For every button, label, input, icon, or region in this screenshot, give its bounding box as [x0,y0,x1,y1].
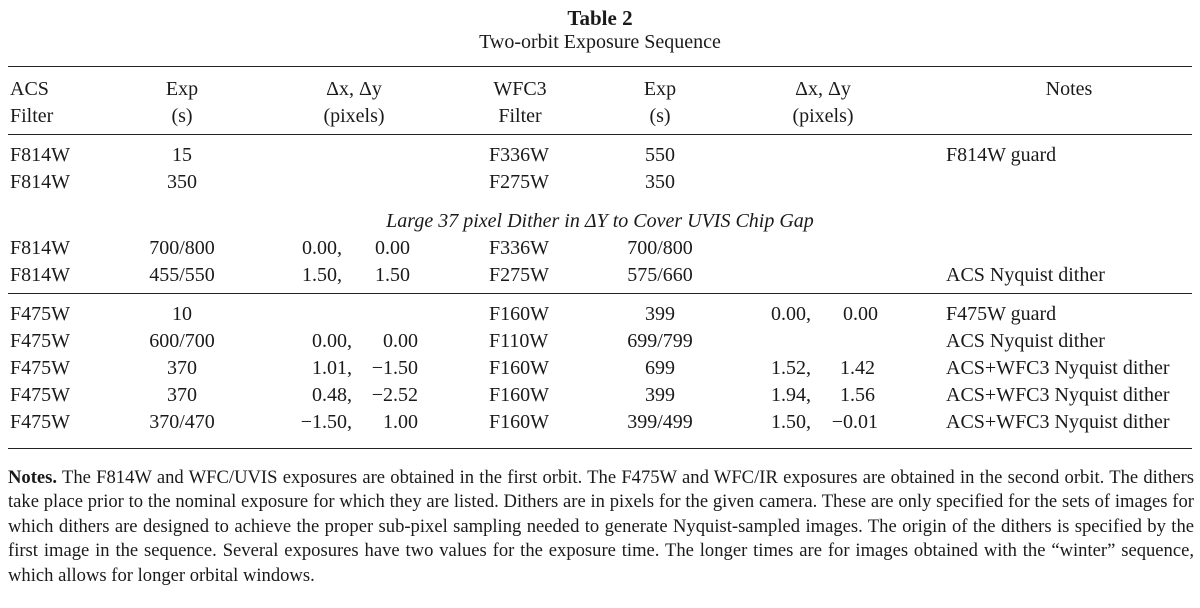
cell-wfc3-dy: 1.42 [840,357,875,379]
cell-acs-exp: 15 [172,144,192,166]
header-wfc3-exp: Exp [643,78,677,100]
cell-wfc3-dy: 1.56 [840,384,875,406]
cell-acs-dy: 0.00 [375,237,410,259]
header-wfc3-exp-unit: (s) [649,105,671,127]
cell-acs-filter: F814W [10,237,70,259]
cell-acs-dy: −2.52 [371,384,418,406]
cell-wfc3-filter: F160W [489,357,549,379]
cell-wfc3-exp: 399/499 [627,411,693,433]
cell-acs-exp: 370 [167,384,197,406]
bottom-rule [8,448,1192,449]
cell-acs-dx: 0.00, [312,330,352,352]
cell-wfc3-filter: F160W [489,384,549,406]
header-acs-exp: Exp [165,78,199,100]
cell-acs-exp: 370/470 [149,411,215,433]
cell-acs-filter: F475W [10,357,70,379]
cell-acs-filter: F814W [10,171,70,193]
cell-acs-exp: 350 [167,171,197,193]
cell-acs-dx: 1.01, [312,357,352,379]
cell-wfc3-dx: 1.52, [771,357,811,379]
cell-acs-exp: 455/550 [149,264,215,286]
cell-acs-dx: −1.50, [300,411,352,433]
cell-acs-dy: 1.00 [383,411,418,433]
header-wfc3-filter: WFC3 [493,78,547,100]
table-row: F475W 370 0.48, −2.52 F160W 399 1.94, 1.… [0,382,1200,408]
cell-note: ACS Nyquist dither [946,264,1105,286]
cell-note: ACS+WFC3 Nyquist dither [946,411,1170,433]
table-title-block: Table 2 Two-orbit Exposure Sequence [0,6,1200,54]
cell-wfc3-filter: F160W [489,411,549,433]
cell-note: ACS Nyquist dither [946,330,1105,352]
cell-wfc3-dy: 0.00 [843,303,878,325]
cell-note: ACS+WFC3 Nyquist dither [946,357,1170,379]
header-wfc3-filter-2: Filter [498,105,542,127]
cell-wfc3-filter: F275W [489,171,549,193]
cell-acs-exp: 370 [167,357,197,379]
cell-wfc3-filter: F110W [489,330,549,352]
cell-wfc3-filter: F336W [489,237,549,259]
table-row: F475W 600/700 0.00, 0.00 F110W 699/799 A… [0,328,1200,354]
table-row: F475W 370 1.01, −1.50 F160W 699 1.52, 1.… [0,355,1200,381]
cell-note: F475W guard [946,303,1057,325]
table-number: Table 2 [567,6,633,30]
cell-wfc3-filter: F160W [489,303,549,325]
cell-acs-dx: 1.50, [302,264,342,286]
section-label: Large 37 pixel Dither in ΔY to Cover UVI… [386,210,814,232]
cell-wfc3-exp: 699 [645,357,675,379]
cell-wfc3-exp: 399 [645,384,675,406]
cell-note: ACS+WFC3 Nyquist dither [946,384,1170,406]
cell-acs-filter: F814W [10,264,70,286]
table-caption: Two-orbit Exposure Sequence [479,31,721,53]
cell-acs-dy: −1.50 [371,357,418,379]
group-rule [8,293,1192,294]
cell-acs-exp: 700/800 [149,237,215,259]
cell-wfc3-exp: 699/799 [627,330,693,352]
table-row: F814W 15 F336W 550 F814W guard [0,142,1200,168]
cell-acs-filter: F475W [10,303,70,325]
notes-text: The F814W and WFC/UVIS exposures are obt… [8,467,1194,586]
header-notes: Notes [1045,78,1093,100]
table-row: F814W 455/550 1.50, 1.50 F275W 575/660 A… [0,262,1200,288]
cell-wfc3-dx: 1.50, [771,411,811,433]
table-row: F475W 370/470 −1.50, 1.00 F160W 399/499 … [0,409,1200,435]
cell-acs-dy: 1.50 [375,264,410,286]
cell-wfc3-exp: 700/800 [627,237,693,259]
header-wfc3-dither: Δx, Δy [795,78,851,100]
table-notes: Notes. The F814W and WFC/UVIS exposures … [8,466,1194,588]
cell-wfc3-exp: 575/660 [627,264,693,286]
cell-acs-filter: F814W [10,144,70,166]
cell-acs-exp: 10 [172,303,192,325]
table-row: F475W 10 F160W 399 0.00, 0.00 F475W guar… [0,301,1200,327]
top-rule [8,66,1192,67]
cell-wfc3-dx: 0.00, [771,303,811,325]
header-acs-dither: Δx, Δy [326,78,382,100]
cell-wfc3-dy: −0.01 [831,411,878,433]
cell-acs-filter: F475W [10,384,70,406]
cell-wfc3-exp: 399 [645,303,675,325]
header-acs-filter-2: Filter [10,105,54,127]
header-row-2: Filter (s) (pixels) Filter (s) (pixels) [0,103,1200,129]
header-wfc3-dither-unit: (pixels) [792,105,854,127]
cell-wfc3-filter: F336W [489,144,549,166]
table-row: F814W 350 F275W 350 [0,169,1200,195]
cell-wfc3-exp: 350 [645,171,675,193]
cell-wfc3-filter: F275W [489,264,549,286]
cell-note: F814W guard [946,144,1057,166]
cell-acs-filter: F475W [10,411,70,433]
header-row-1: ACS Exp Δx, Δy WFC3 Exp Δx, Δy Notes [0,76,1200,102]
cell-acs-filter: F475W [10,330,70,352]
header-acs-dither-unit: (pixels) [323,105,385,127]
cell-acs-exp: 600/700 [149,330,215,352]
notes-label: Notes. [8,467,58,488]
cell-wfc3-dx: 1.94, [771,384,811,406]
cell-acs-dx: 0.00, [302,237,342,259]
cell-wfc3-exp: 550 [645,144,675,166]
header-acs-exp-unit: (s) [171,105,193,127]
table-row: F814W 700/800 0.00, 0.00 F336W 700/800 [0,235,1200,261]
cell-acs-dx: 0.48, [312,384,352,406]
header-rule [8,134,1192,135]
header-acs-filter: ACS [10,78,49,100]
cell-acs-dy: 0.00 [383,330,418,352]
